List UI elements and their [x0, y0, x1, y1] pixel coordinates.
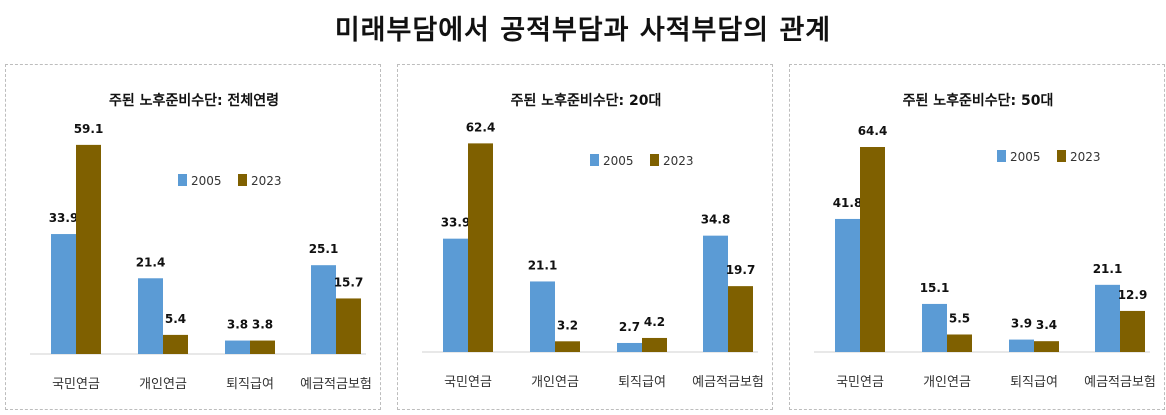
category-label: 개인연금 — [923, 375, 971, 390]
bar-2005-2 — [1009, 339, 1034, 352]
value-label-2023-0: 59.1 — [74, 122, 104, 136]
bar-chart-50s: 주된 노후준비수단: 50대 41.8 64.4 국민연금 15.1 5.5 개인연금 3.9… — [814, 92, 1156, 390]
bar-chart-20s: 주된 노후준비수단: 20대 33.9 62.4 국민연금 21.1 3.2 개인연금 2.7… — [422, 92, 764, 390]
value-label-2005-1: 21.4 — [136, 255, 166, 269]
value-label-2023-3: 19.7 — [726, 263, 756, 277]
bar-2005-1 — [138, 278, 163, 354]
value-label-2023-1: 5.5 — [949, 311, 970, 325]
category-label: 퇴직급여 — [1010, 375, 1058, 390]
legend-label-2005: 2005 — [1010, 150, 1041, 164]
chart-title: 주된 노후준비수단: 50대 — [903, 92, 1054, 109]
bar-2005-2 — [225, 340, 250, 354]
value-label-2023-0: 64.4 — [858, 124, 888, 138]
bar-2005-0 — [443, 238, 468, 352]
value-label-2005-0: 33.9 — [441, 216, 471, 230]
category-label: 퇴직급여 — [618, 375, 666, 390]
bar-2023-1 — [163, 334, 188, 354]
legend-label-2023: 2023 — [251, 174, 282, 188]
category-label: 예금적금보험 — [1084, 375, 1156, 390]
legend-swatch-2023 — [650, 154, 659, 166]
main-title: 미래부담에서 공적부담과 사적부담의 관계 — [334, 15, 832, 46]
value-label-2005-1: 15.1 — [920, 281, 950, 295]
legend-label-2023: 2023 — [1070, 150, 1101, 164]
value-label-2023-2: 3.4 — [1036, 318, 1057, 332]
legend-label-2023: 2023 — [663, 154, 694, 168]
value-label-2023-3: 12.9 — [1118, 288, 1148, 302]
legend-swatch-2023 — [238, 174, 247, 186]
value-label-2005-2: 3.9 — [1011, 317, 1032, 331]
legend-swatch-2023 — [1057, 150, 1066, 162]
chart-title: 주된 노후준비수단: 20대 — [511, 92, 662, 109]
chart-title: 주된 노후준비수단: 전체연령 — [109, 92, 279, 109]
legend-swatch-2005 — [997, 150, 1006, 162]
bar-2005-3 — [1095, 284, 1120, 352]
value-label-2023-1: 5.4 — [165, 312, 186, 326]
value-label-2005-3: 21.1 — [1093, 262, 1123, 276]
bar-2023-0 — [76, 144, 101, 354]
category-label: 국민연금 — [444, 375, 492, 390]
bar-2023-2 — [250, 340, 275, 354]
legend-swatch-2005 — [178, 174, 187, 186]
bar-2005-0 — [51, 234, 76, 354]
value-label-2005-2: 3.8 — [227, 318, 248, 332]
bar-2005-3 — [311, 265, 336, 354]
legend-label-2005: 2005 — [191, 174, 222, 188]
chart-panel-50s: 주된 노후준비수단: 50대 41.8 64.4 국민연금 15.1 5.5 개인연금 3.9… — [789, 64, 1165, 410]
category-label: 예금적금보험 — [692, 375, 764, 390]
value-label-2005-2: 2.7 — [619, 320, 640, 334]
value-label-2005-3: 34.8 — [701, 213, 731, 227]
category-label: 개인연금 — [139, 377, 187, 392]
category-label: 국민연금 — [836, 375, 884, 390]
bar-2005-1 — [922, 303, 947, 352]
bar-2023-3 — [1120, 310, 1145, 352]
bar-2023-3 — [728, 286, 753, 352]
chart-panel-all-ages: 주된 노후준비수단: 전체연령 33.9 59.1 국민연금 21.4 5.4 개인연금 3.… — [5, 64, 381, 410]
bar-chart-all-ages: 주된 노후준비수단: 전체연령 33.9 59.1 국민연금 21.4 5.4 개인연금 3.… — [30, 92, 372, 392]
bar-2023-2 — [642, 337, 667, 352]
bar-2023-0 — [860, 147, 885, 352]
value-label-2023-2: 4.2 — [644, 315, 665, 329]
bar-2005-1 — [530, 281, 555, 352]
bar-2005-0 — [835, 218, 860, 352]
legend-label-2005: 2005 — [603, 154, 634, 168]
bar-2023-1 — [555, 341, 580, 352]
value-label-2005-0: 33.9 — [49, 211, 79, 225]
bar-2023-0 — [468, 143, 493, 352]
value-label-2005-3: 25.1 — [309, 242, 339, 256]
category-label: 퇴직급여 — [226, 377, 274, 392]
value-label-2023-2: 3.8 — [252, 318, 273, 332]
bar-2005-2 — [617, 342, 642, 352]
value-label-2023-3: 15.7 — [334, 275, 364, 289]
legend-swatch-2005 — [590, 154, 599, 166]
category-label: 국민연금 — [52, 377, 100, 392]
category-label: 개인연금 — [531, 375, 579, 390]
value-label-2005-1: 21.1 — [528, 258, 558, 272]
value-label-2023-1: 3.2 — [557, 318, 578, 332]
bar-2023-2 — [1034, 341, 1059, 352]
bar-2023-1 — [947, 334, 972, 352]
bar-2023-3 — [336, 298, 361, 354]
bar-2005-3 — [703, 235, 728, 352]
value-label-2023-0: 62.4 — [466, 120, 496, 134]
category-label: 예금적금보험 — [300, 377, 372, 392]
chart-panel-20s: 주된 노후준비수단: 20대 33.9 62.4 국민연금 21.1 3.2 개인연금 2.7… — [397, 64, 773, 410]
value-label-2005-0: 41.8 — [833, 196, 863, 210]
